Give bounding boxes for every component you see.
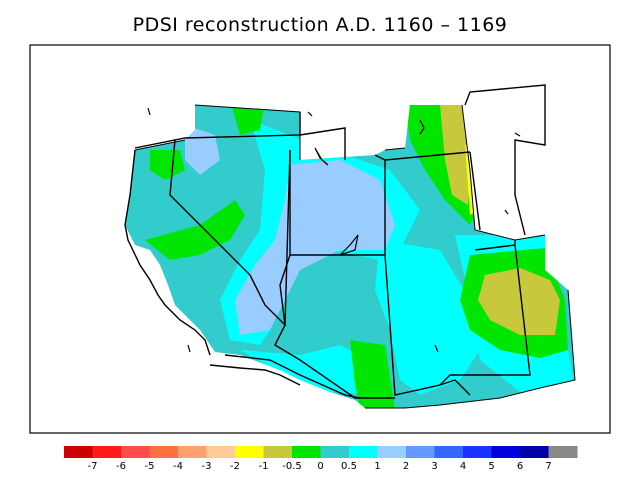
lake-great-salt bbox=[339, 234, 359, 256]
colorbar-label: 1 bbox=[374, 461, 380, 472]
colorbar-label: 6 bbox=[517, 461, 523, 472]
lake-ne bbox=[419, 119, 425, 135]
colorbar-swatch bbox=[292, 446, 321, 458]
colorbar-label: 5 bbox=[488, 461, 494, 472]
colorbar-swatch bbox=[349, 446, 378, 458]
cyan-zone-south bbox=[240, 345, 380, 395]
lake-mont bbox=[307, 111, 313, 117]
plot-frame bbox=[29, 44, 611, 434]
olive-zone-ne bbox=[440, 105, 470, 205]
colorbar-label: -7 bbox=[88, 461, 98, 472]
lightblue-zone bbox=[235, 160, 395, 335]
lake-flathead bbox=[314, 147, 329, 166]
colorbar-label: 7 bbox=[545, 461, 551, 472]
colorbar-label: -3 bbox=[202, 461, 212, 472]
state-boundaries bbox=[124, 84, 546, 399]
lake-nd bbox=[514, 132, 521, 137]
cyan-zone-east bbox=[375, 240, 480, 395]
colorbar-swatch bbox=[235, 446, 264, 458]
colorbar-swatch bbox=[263, 446, 293, 458]
colorbar-label: -0.5 bbox=[282, 461, 302, 472]
colorbar-swatch bbox=[491, 446, 521, 458]
olive-zone-se bbox=[478, 268, 560, 335]
colorbar: -7 -6 -5 -4 -3 -2 -1 -0.5 0 0.5 1 2 3 4 5 6 7 bbox=[64, 446, 578, 472]
colorbar-label: -5 bbox=[145, 461, 155, 472]
lake-sd bbox=[504, 209, 509, 215]
map-title: PDSI reconstruction A.D. 1160 – 1169 bbox=[132, 14, 508, 36]
lake-north bbox=[147, 107, 151, 116]
colorbar-swatch bbox=[434, 446, 464, 458]
colorbar-swatch bbox=[520, 446, 549, 458]
border-idaho-montana bbox=[299, 127, 346, 160]
lake-east bbox=[434, 344, 439, 353]
colorbar-swatch bbox=[406, 446, 435, 458]
border-arizona bbox=[274, 254, 395, 399]
border-ca-mexico bbox=[224, 354, 361, 399]
colorbar-swatch bbox=[149, 446, 179, 458]
colorbar-label: -4 bbox=[173, 461, 183, 472]
colorbar-swatch bbox=[377, 446, 407, 458]
colorbar-swatch bbox=[548, 446, 578, 458]
colorbar-swatch bbox=[92, 446, 122, 458]
colorbar-swatch bbox=[320, 446, 350, 458]
colorbar-label: -1 bbox=[259, 461, 269, 472]
colorbar-label: 3 bbox=[431, 461, 437, 472]
border-north-dakota bbox=[464, 84, 546, 236]
border-wyoming bbox=[374, 151, 481, 231]
colorbar-label: 4 bbox=[460, 461, 466, 472]
colorbar-swatch bbox=[121, 446, 150, 458]
border-nm-tx bbox=[439, 379, 471, 396]
colorbar-label: 0.5 bbox=[341, 461, 357, 472]
green-zone-south bbox=[350, 340, 395, 408]
colorbar-swatch bbox=[463, 446, 492, 458]
colorbar-label: 2 bbox=[403, 461, 409, 472]
border-california-coast bbox=[124, 149, 211, 356]
lakes bbox=[147, 107, 521, 353]
border-baja bbox=[209, 364, 301, 386]
colorbar-swatch bbox=[178, 446, 207, 458]
colorbar-label: 0 bbox=[317, 461, 323, 472]
border-co-ks bbox=[450, 240, 531, 376]
lake-sw bbox=[187, 344, 191, 353]
green-zone-west bbox=[150, 150, 185, 180]
border-oregon-idaho bbox=[134, 112, 301, 149]
border-oregon-nevada bbox=[169, 139, 291, 327]
colorbar-label: -6 bbox=[116, 461, 126, 472]
colorbar-label: -2 bbox=[230, 461, 240, 472]
border-colorado-nm bbox=[384, 254, 451, 396]
colorbar-swatch bbox=[64, 446, 93, 458]
colorbar-swatch bbox=[206, 446, 236, 458]
